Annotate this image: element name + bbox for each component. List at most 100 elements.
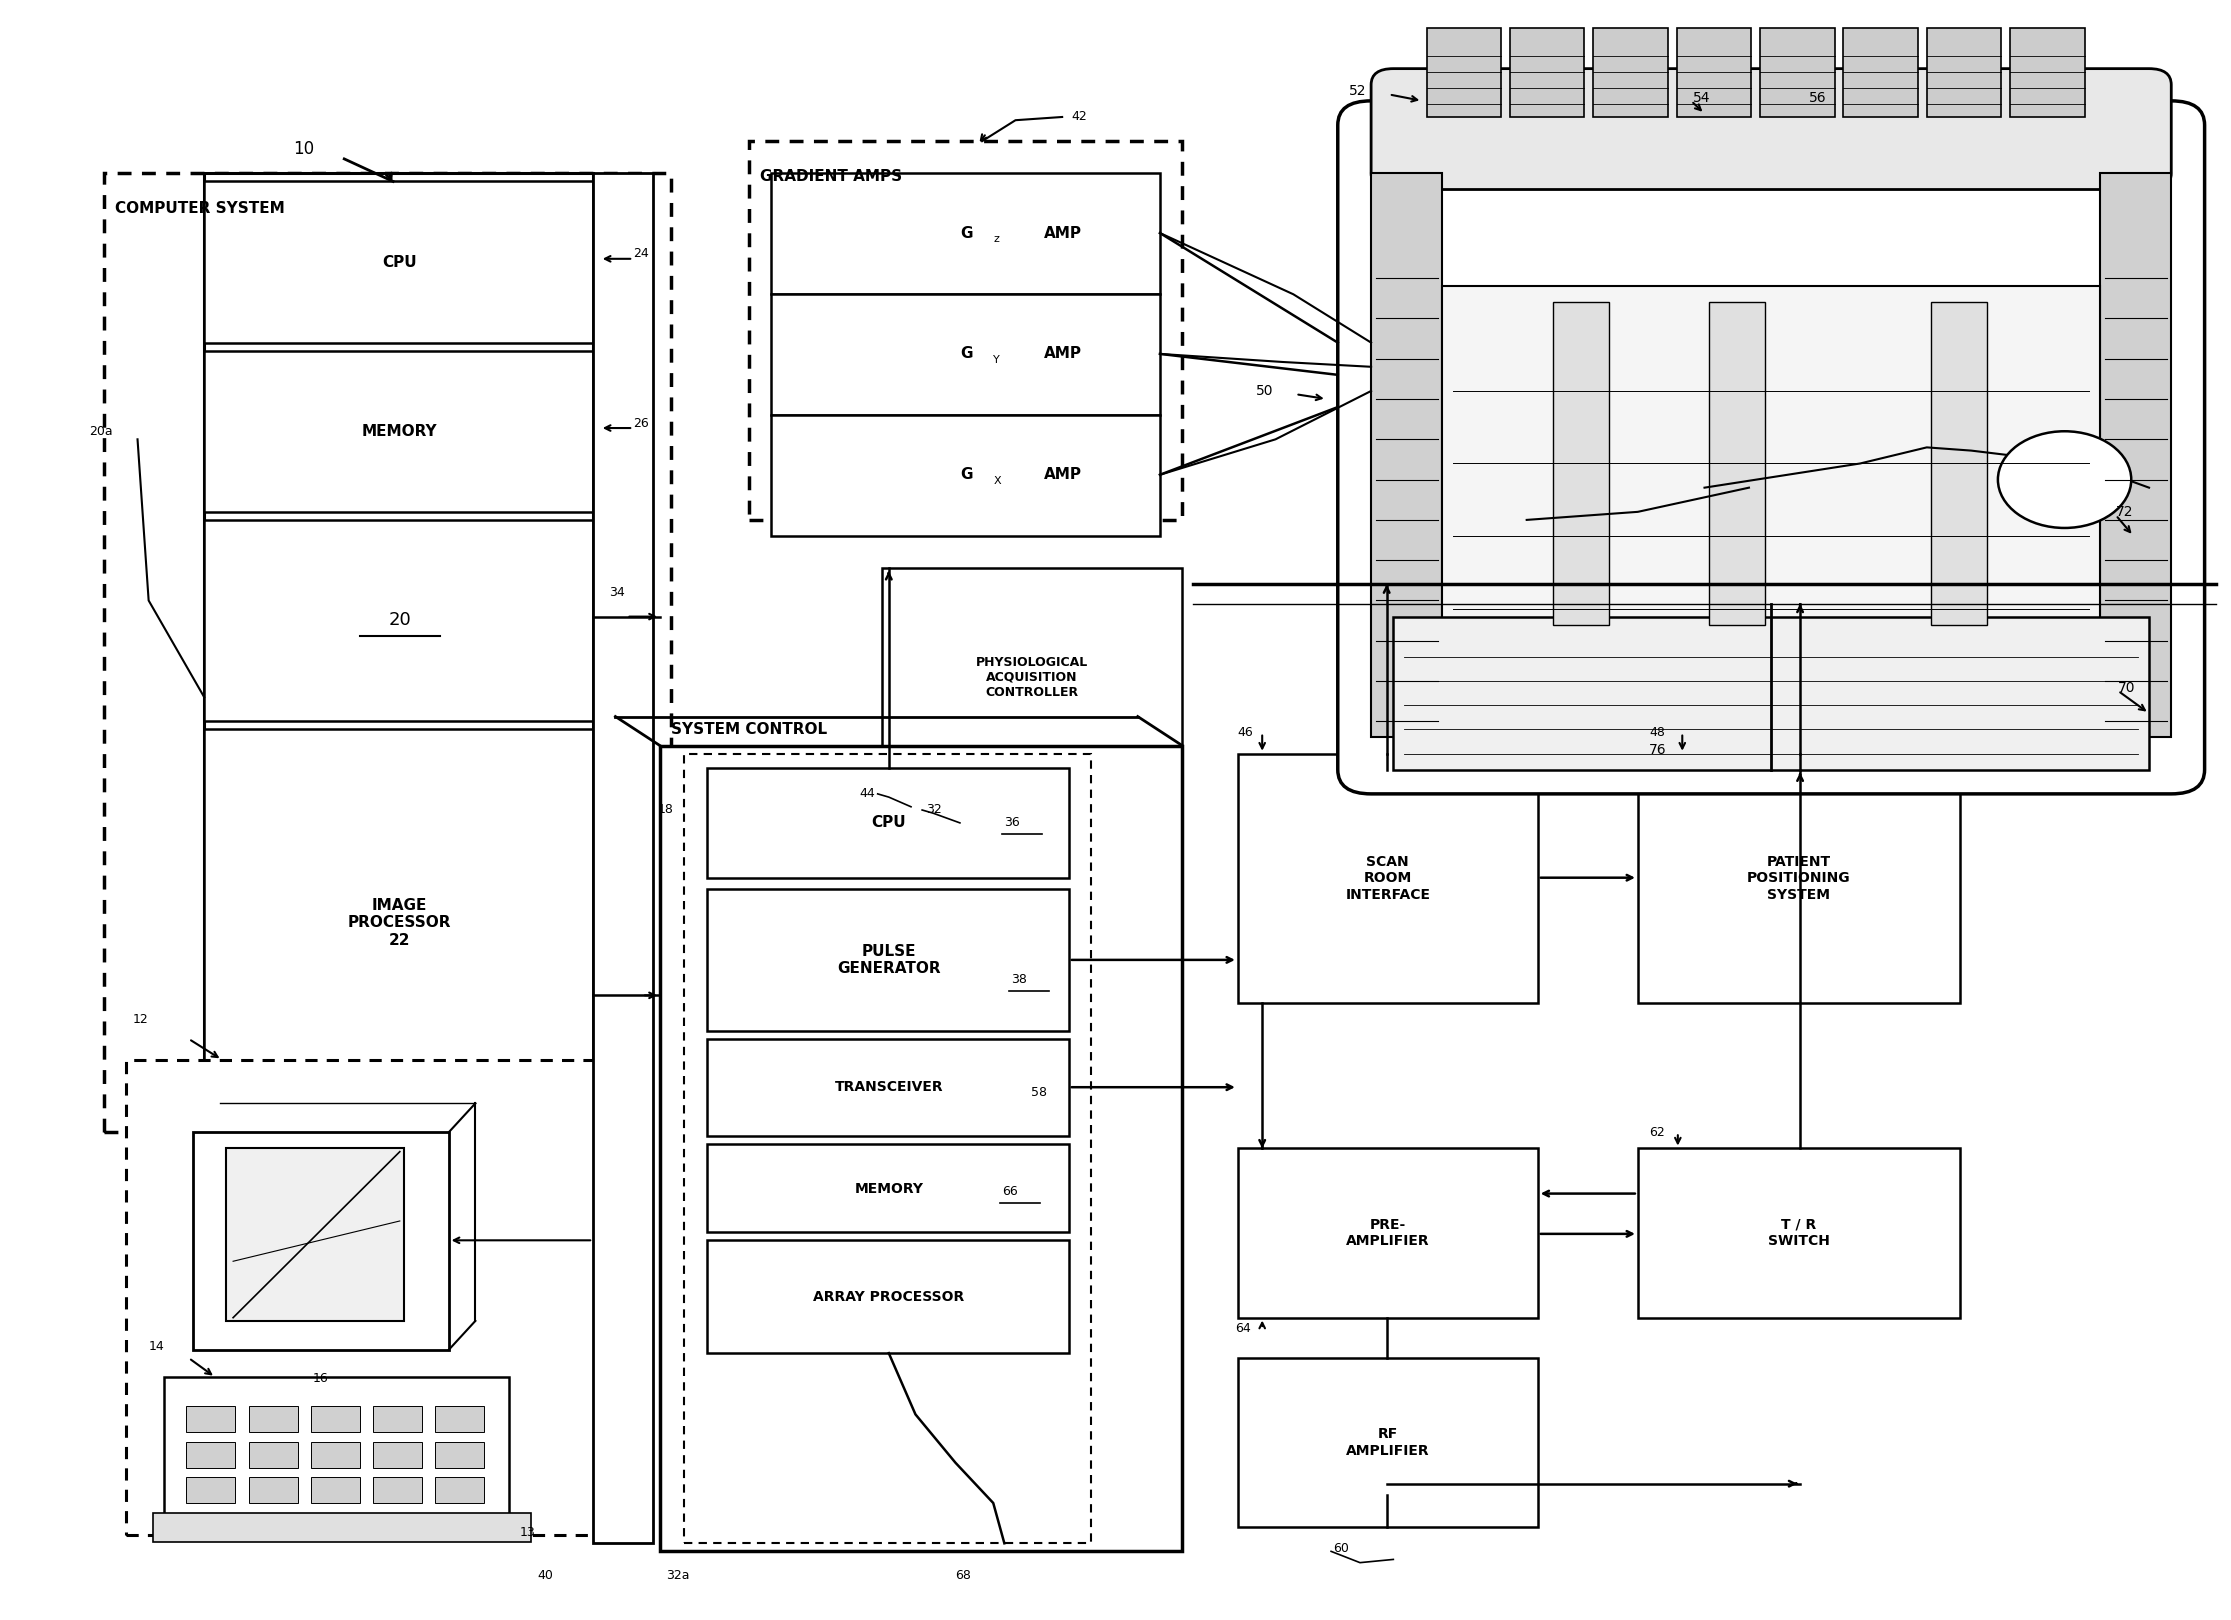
Bar [2010, 28, 2084, 117]
Bar [1553, 303, 1609, 625]
Bar [310, 1477, 359, 1503]
Text: 34: 34 [609, 586, 625, 599]
Text: 32: 32 [926, 804, 941, 816]
Bar [707, 1241, 1069, 1353]
Bar [248, 1477, 297, 1503]
Text: Y: Y [993, 355, 999, 366]
Bar [373, 1442, 422, 1468]
FancyBboxPatch shape [1339, 100, 2204, 794]
Bar [1394, 617, 2148, 770]
Text: 72: 72 [2115, 505, 2133, 518]
Text: 70: 70 [2117, 680, 2135, 695]
Bar [248, 1406, 297, 1432]
Text: SCAN
ROOM
INTERFACE: SCAN ROOM INTERFACE [1345, 855, 1430, 902]
Bar [154, 1513, 531, 1542]
Bar [205, 181, 593, 342]
Text: G: G [959, 347, 973, 361]
Text: 44: 44 [859, 787, 875, 800]
Bar [1678, 28, 1751, 117]
Text: 66: 66 [1002, 1186, 1017, 1199]
Bar [660, 745, 1182, 1552]
Text: 13: 13 [520, 1526, 535, 1539]
Text: 36: 36 [1004, 816, 1020, 829]
Text: 32a: 32a [667, 1570, 689, 1583]
Bar [772, 295, 1160, 415]
Bar [105, 173, 672, 1132]
Bar [310, 1406, 359, 1432]
Text: 62: 62 [1649, 1126, 1664, 1139]
Text: MEMORY: MEMORY [361, 424, 437, 439]
Text: IMAGE
PROCESSOR
22: IMAGE PROCESSOR 22 [348, 897, 451, 948]
Text: AMP: AMP [1044, 467, 1082, 483]
Text: 50: 50 [1256, 384, 1274, 399]
Bar [1709, 303, 1765, 625]
Text: X: X [993, 476, 1002, 486]
Bar [707, 768, 1069, 878]
Text: 52: 52 [1350, 84, 1365, 99]
Bar [1510, 28, 1584, 117]
Text: 68: 68 [955, 1570, 970, 1583]
Bar [1928, 28, 2001, 117]
Text: PULSE
GENERATOR: PULSE GENERATOR [837, 944, 941, 977]
Text: AMP: AMP [1044, 225, 1082, 240]
Bar [593, 173, 654, 1544]
Text: G: G [959, 225, 973, 240]
Text: 54: 54 [1693, 91, 1711, 105]
Text: CPU: CPU [382, 254, 417, 269]
Text: z: z [993, 235, 999, 245]
Text: 38: 38 [1011, 972, 1026, 985]
Bar [1843, 28, 1919, 117]
Text: PATIENT
POSITIONING
SYSTEM: PATIENT POSITIONING SYSTEM [1747, 855, 1852, 902]
Bar [1238, 753, 1537, 1003]
Bar [1638, 1149, 1961, 1317]
Text: CPU: CPU [872, 815, 906, 831]
Bar [205, 729, 593, 1132]
Bar [248, 1442, 297, 1468]
Bar [1238, 1149, 1537, 1317]
Text: TRANSCEIVER: TRANSCEIVER [834, 1081, 944, 1094]
Text: 20: 20 [388, 611, 411, 629]
Bar [187, 1442, 234, 1468]
Bar [1638, 753, 1961, 1003]
Bar [1760, 28, 1834, 117]
FancyBboxPatch shape [1372, 68, 2171, 190]
Text: 76: 76 [1649, 744, 1667, 758]
Bar [225, 1149, 404, 1320]
Text: 24: 24 [634, 248, 649, 261]
Text: 18: 18 [658, 804, 674, 816]
Bar [1238, 1358, 1537, 1528]
Text: 46: 46 [1238, 726, 1254, 739]
Text: 20a: 20a [89, 424, 112, 437]
Bar [205, 173, 593, 1132]
Text: 14: 14 [149, 1340, 165, 1353]
Bar [187, 1406, 234, 1432]
Bar [707, 1144, 1069, 1233]
Bar [435, 1442, 484, 1468]
Bar [187, 1477, 234, 1503]
Bar [1593, 28, 1669, 117]
Bar [685, 753, 1091, 1544]
Text: ARRAY PROCESSOR: ARRAY PROCESSOR [812, 1290, 964, 1304]
Text: 26: 26 [634, 416, 649, 429]
Bar [707, 889, 1069, 1030]
Text: 56: 56 [1809, 91, 1827, 105]
Text: 10: 10 [292, 141, 315, 159]
Text: PHYSIOLOGICAL
ACQUISITION
CONTROLLER: PHYSIOLOGICAL ACQUISITION CONTROLLER [975, 656, 1089, 698]
Bar [2099, 173, 2171, 737]
Text: 64: 64 [1236, 1322, 1252, 1335]
Text: T / R
SWITCH: T / R SWITCH [1767, 1218, 1829, 1247]
Bar [1932, 303, 1988, 625]
Text: COMPUTER SYSTEM: COMPUTER SYSTEM [116, 201, 286, 217]
Bar [373, 1477, 422, 1503]
Bar [1372, 173, 1441, 737]
Text: MEMORY: MEMORY [854, 1181, 924, 1196]
Bar [435, 1477, 484, 1503]
Bar [205, 350, 593, 512]
Text: SYSTEM CONTROL: SYSTEM CONTROL [672, 723, 828, 737]
Bar [772, 415, 1160, 536]
Text: 16: 16 [312, 1372, 328, 1385]
Bar [1441, 287, 2099, 642]
Text: 48: 48 [1649, 726, 1664, 739]
Text: 40: 40 [538, 1570, 553, 1583]
Bar [194, 1132, 448, 1349]
